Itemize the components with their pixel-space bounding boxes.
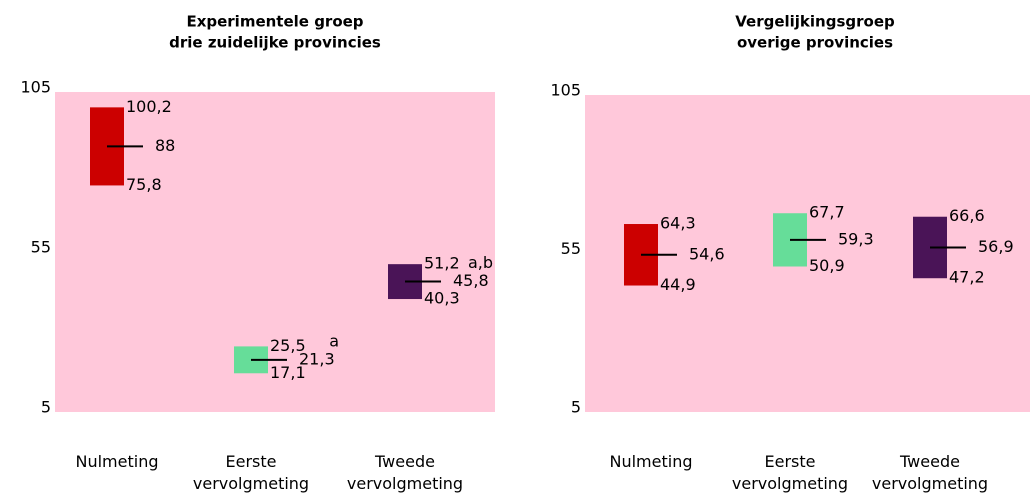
x-tick-label: Eerste vervolgmeting xyxy=(731,452,849,493)
high-label: 64,3 xyxy=(660,214,696,233)
low-label: 75,8 xyxy=(126,175,162,194)
plot-area xyxy=(585,95,1030,412)
low-label: 47,2 xyxy=(949,268,985,287)
chart-title: overige provincies xyxy=(737,34,893,52)
plot-area xyxy=(55,92,495,412)
mean-label: 59,3 xyxy=(838,229,874,248)
chart-title: Vergelijkingsgroep xyxy=(735,13,895,31)
x-tick-label: Nulmeting xyxy=(609,452,693,471)
high-label: 66,6 xyxy=(949,206,985,225)
annotation: a xyxy=(329,331,339,350)
x-tick-label: Tweede vervolgmeting xyxy=(346,452,464,493)
x-tick-label: Eerste vervolgmeting xyxy=(192,452,310,493)
mean-label: 88 xyxy=(155,136,175,155)
x-tick-label: Nulmeting xyxy=(75,452,159,471)
chart-title: Experimentele groep xyxy=(186,13,363,31)
high-label: 51,2 xyxy=(424,254,460,273)
mean-label: 54,6 xyxy=(689,244,725,263)
low-label: 17,1 xyxy=(270,363,306,382)
high-label: 67,7 xyxy=(809,203,845,222)
low-label: 44,9 xyxy=(660,275,696,294)
low-label: 50,9 xyxy=(809,256,845,275)
mean-label: 45,8 xyxy=(453,271,489,290)
annotation: a,b xyxy=(468,253,493,272)
x-tick-label: Tweede vervolgmeting xyxy=(871,452,989,493)
chart-title: drie zuidelijke provincies xyxy=(169,34,381,52)
high-label: 100,2 xyxy=(126,97,172,116)
mean-label: 56,9 xyxy=(978,237,1014,256)
y-tick-label: 55 xyxy=(31,238,51,257)
y-tick-label: 5 xyxy=(571,398,581,417)
mean-label: 21,3 xyxy=(299,349,335,368)
y-tick-label: 55 xyxy=(561,239,581,258)
high-label: 25,5 xyxy=(270,336,306,355)
low-label: 40,3 xyxy=(424,289,460,308)
y-tick-label: 5 xyxy=(41,398,51,417)
y-tick-label: 105 xyxy=(550,81,581,100)
y-tick-label: 105 xyxy=(20,78,51,97)
